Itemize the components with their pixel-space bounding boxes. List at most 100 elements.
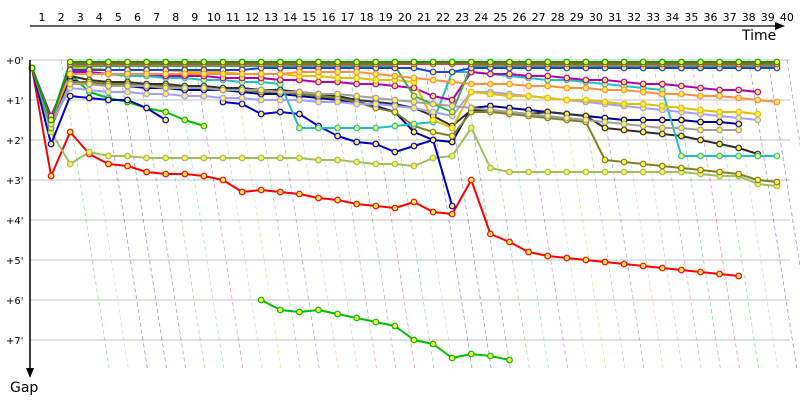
x-tick-label: 18	[360, 11, 374, 24]
y-tick-label: +1'	[6, 96, 24, 107]
series-point	[448, 210, 456, 218]
time-dashed-gridline	[633, 59, 683, 369]
series-point	[238, 70, 246, 78]
x-tick-label: 16	[322, 11, 336, 24]
series-point	[429, 92, 437, 100]
series-point	[104, 58, 112, 66]
series-point	[391, 82, 399, 90]
series-point	[506, 108, 513, 116]
series-point	[124, 96, 131, 104]
series-point	[334, 68, 342, 76]
series-point	[429, 340, 437, 348]
series-point	[563, 114, 571, 122]
time-dashed-gridline	[595, 59, 645, 369]
series-point	[487, 164, 494, 172]
time-dashed-gridline	[519, 59, 568, 369]
time-dashed-gridline	[194, 59, 244, 369]
series-point	[238, 188, 246, 196]
series-point	[697, 58, 704, 66]
series-point	[716, 86, 723, 94]
series-point	[276, 306, 284, 314]
time-dashed-gridline	[79, 59, 129, 369]
y-tick-label: +6'	[6, 296, 24, 307]
series-point	[544, 72, 552, 80]
time-dashed-gridline	[767, 59, 800, 269]
series-point	[716, 58, 723, 66]
series-point	[754, 110, 762, 118]
series-point	[448, 102, 456, 110]
x-tick-label: 20	[398, 11, 412, 24]
series-point	[582, 116, 590, 124]
series-point	[257, 110, 265, 118]
series-point	[410, 198, 418, 206]
series-point	[487, 58, 494, 66]
series-point	[620, 120, 628, 128]
y-axis-label: Gap	[10, 380, 38, 396]
series-point	[563, 74, 571, 82]
series-line	[31, 67, 778, 121]
time-dashed-gridline	[137, 59, 186, 369]
series-point	[47, 172, 55, 180]
series-point	[143, 82, 151, 90]
series-point	[85, 86, 93, 94]
series-point	[487, 230, 494, 238]
series-point	[601, 124, 609, 132]
time-dashed-gridline	[404, 59, 454, 369]
series-point	[143, 104, 151, 112]
series-point	[238, 94, 246, 102]
series-point	[372, 160, 380, 168]
series-point	[353, 92, 361, 100]
series-point	[639, 168, 647, 176]
series-point	[66, 80, 74, 88]
x-tick-label: 8	[172, 11, 179, 24]
series-point	[429, 136, 437, 144]
series-point	[410, 162, 418, 170]
series-point	[372, 318, 380, 326]
x-tick-label: 12	[245, 11, 259, 24]
series-point	[353, 124, 361, 132]
axes	[26, 22, 785, 378]
series-point	[639, 262, 647, 270]
series-point	[678, 90, 685, 98]
series-point	[372, 140, 380, 148]
series-point	[639, 160, 647, 168]
series-point	[85, 80, 93, 88]
series-point	[124, 162, 131, 170]
series-point	[104, 82, 112, 90]
x-tick-label: 22	[436, 11, 450, 24]
series-point	[200, 58, 208, 66]
series-point	[334, 124, 342, 132]
series-point	[601, 156, 609, 164]
series-point	[601, 168, 609, 176]
x-axis-arrow-icon	[775, 22, 785, 30]
series-point	[467, 80, 475, 88]
series-line	[31, 63, 777, 121]
series-point	[429, 108, 437, 116]
x-tick-label: 4	[96, 11, 103, 24]
series-point	[238, 58, 246, 66]
series-point	[658, 116, 666, 124]
series-point	[200, 92, 208, 100]
series-point	[334, 156, 342, 164]
series-point	[124, 82, 131, 90]
series-point	[735, 120, 743, 128]
series-point	[85, 94, 93, 102]
time-dashed-gridline	[691, 59, 740, 369]
series-point	[143, 168, 151, 176]
series-point	[544, 58, 552, 66]
x-tick-label: 15	[302, 11, 316, 24]
series-point	[200, 172, 208, 180]
series-point	[66, 92, 74, 100]
series-point	[773, 152, 781, 160]
series-point	[66, 128, 74, 136]
series-point	[410, 336, 418, 344]
time-dashed-gridline	[251, 59, 301, 369]
series-point	[563, 96, 571, 104]
y-tick-label: +5'	[6, 256, 24, 267]
series-point	[563, 58, 571, 66]
series-point	[219, 154, 227, 162]
series-point	[716, 152, 723, 160]
series-point	[296, 190, 303, 198]
series-point	[716, 108, 723, 116]
series-point	[735, 152, 743, 160]
